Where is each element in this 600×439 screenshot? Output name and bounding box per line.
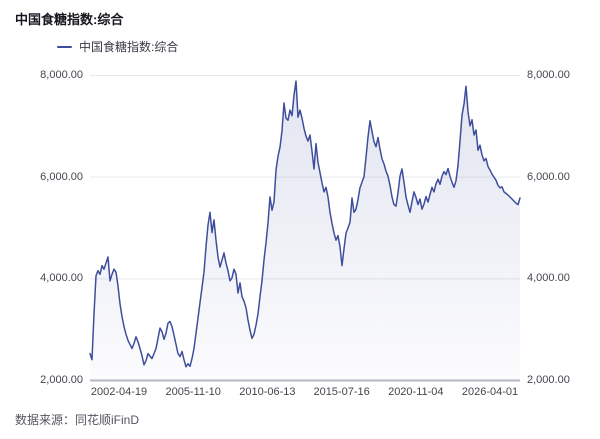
- y-axis-label: 2,000.00: [40, 374, 83, 386]
- legend: 中国食糖指数:综合: [57, 38, 178, 55]
- x-axis-label: 2015-07-16: [313, 386, 370, 398]
- series-area: [90, 81, 520, 380]
- x-axis-label: 2010-06-13: [239, 386, 296, 398]
- x-axis-label: 2005-11-10: [165, 386, 221, 398]
- legend-item-label: 中国食糖指数:综合: [79, 40, 179, 54]
- y-axis-label: 8,000.00: [40, 69, 83, 81]
- y-axis-label: 8,000.00: [527, 69, 570, 81]
- data-source: 数据来源：同花顺iFinD: [15, 413, 140, 427]
- line-series-icon: [57, 45, 72, 48]
- x-axis-label: 2026-04-01: [461, 386, 519, 398]
- y-axis-right: 8,000.00 6,000.00 4,000.00 2,000.00: [527, 0, 600, 439]
- series-line: [89, 80, 521, 368]
- y-axis-label: 2,000.00: [527, 374, 570, 386]
- y-axis-label: 6,000.00: [527, 170, 570, 183]
- y-axis-label: 4,000.00: [40, 272, 83, 285]
- chart-title: 中国食糖指数:综合: [15, 12, 124, 27]
- legend-item[interactable]: 中国食糖指数:综合: [57, 38, 178, 55]
- x-axis-label: 2002-04-19: [90, 386, 148, 398]
- y-axis-label: 6,000.00: [40, 170, 83, 183]
- x-axis-label: 2020-11-04: [388, 386, 444, 398]
- y-axis-label: 4,000.00: [527, 272, 570, 285]
- y-axis-left: 8,000.00 6,000.00 4,000.00 2,000.00: [0, 0, 83, 439]
